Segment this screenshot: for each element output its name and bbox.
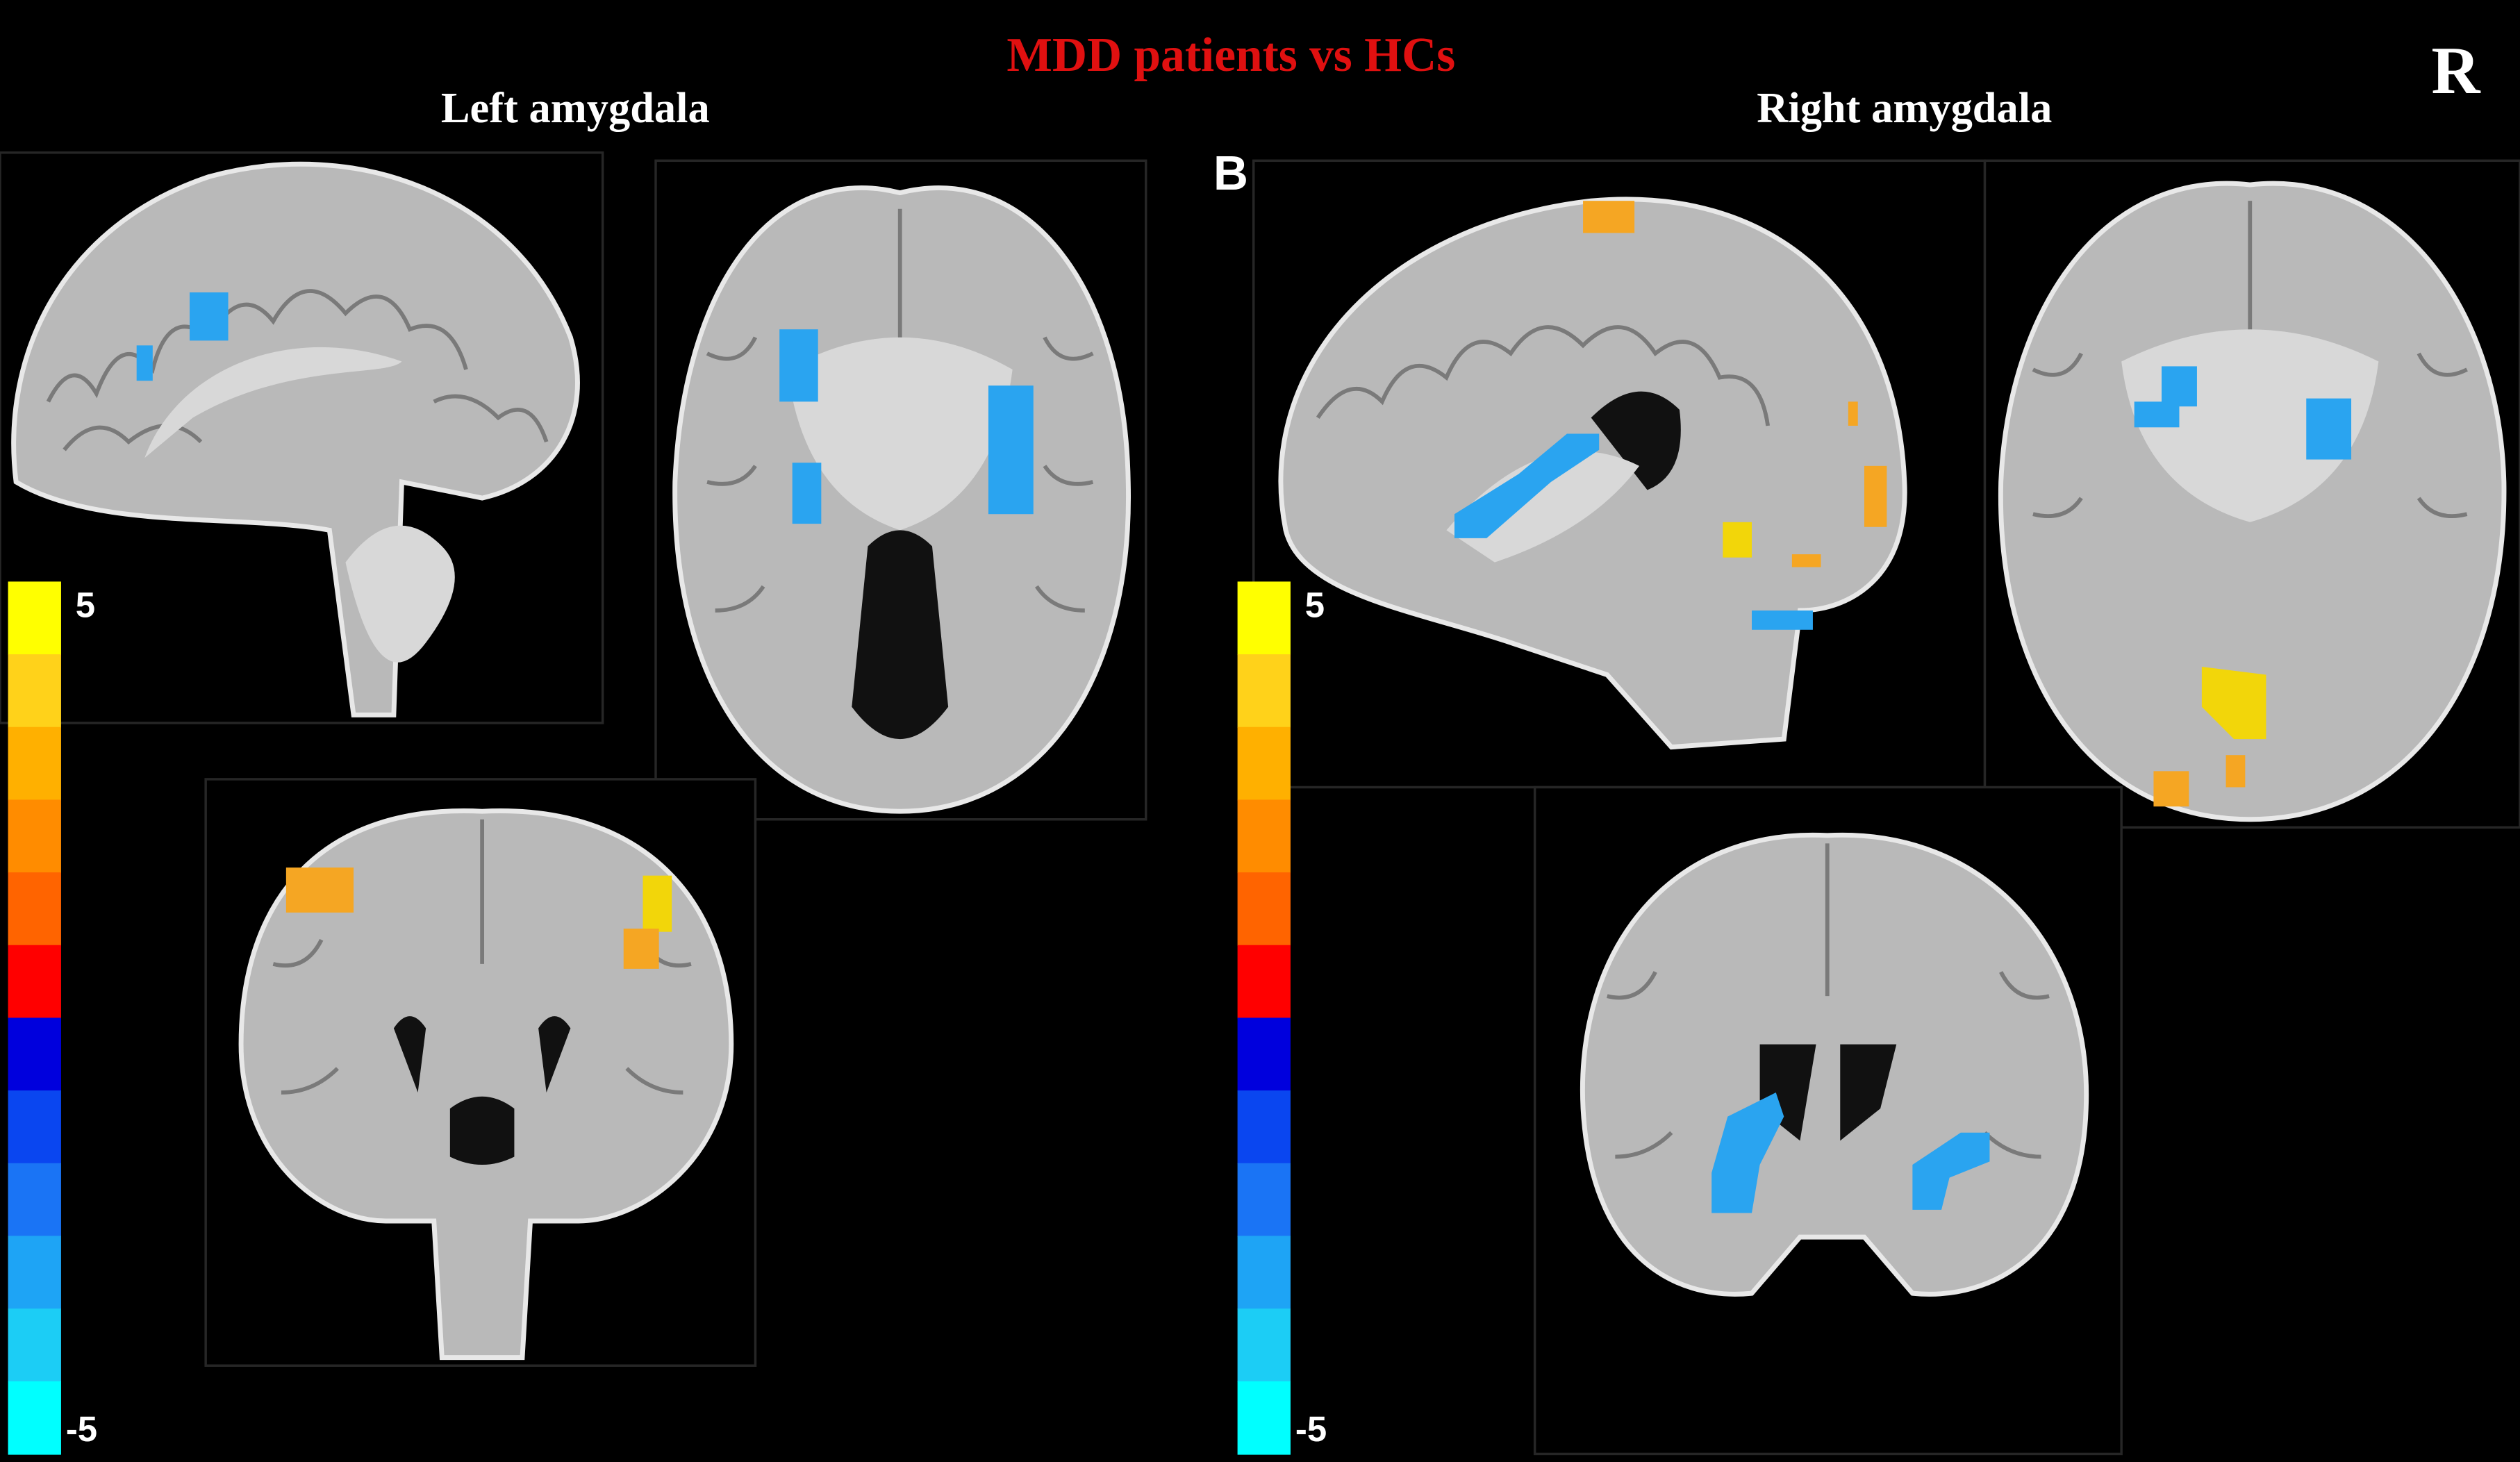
coronal-slice [204,778,757,1367]
colorbar-segment [8,1381,61,1455]
colorbar-segment [8,1017,61,1092]
panel-label: B [1213,146,1248,200]
colorbar-segment [1237,1090,1291,1164]
figure-title: MDD patients vs HCs [1006,28,1455,82]
colorbar-max-label: 5 [76,585,95,624]
colorbar-segment [8,726,61,801]
colorbars: 5 -5 5 -5 [8,581,1327,1455]
axial-slice [654,159,1147,821]
colorbar-segment [1237,1236,1291,1310]
colorbar-segment [8,1090,61,1164]
colorbar-segment [1237,872,1291,946]
panel-title: Left amygdala [441,83,710,132]
colorbar-segment [8,581,61,656]
coronal-slice [1533,786,2123,1456]
colorbar-segment [8,945,61,1019]
colorbar-max-label: 5 [1305,585,1325,624]
colorbar-segment [1237,945,1291,1019]
colorbar-segment [8,1309,61,1382]
colorbar-segment [8,1163,61,1237]
colorbar-segment [8,654,61,728]
colorbar-min-label: -5 [1295,1409,1327,1449]
colorbar-segment [1237,581,1291,656]
orientation-label: R [2431,33,2481,108]
sagittal-slice [1252,159,1987,789]
colorbar-min-label: -5 [66,1409,97,1449]
axial-slice [1983,159,2520,829]
colorbar-segment [8,799,61,874]
colorbar-segment [1237,799,1291,874]
colorbar-segment [1237,654,1291,728]
colorbar-segment [1237,726,1291,801]
sagittal-slice [0,151,604,724]
colorbar-segment [1237,1309,1291,1382]
colorbar-segment [1237,1017,1291,1092]
colorbar-segment [8,1236,61,1310]
colorbar-segment [1237,1381,1291,1455]
colorbar-segment [1237,1163,1291,1237]
colorbar-segment [8,872,61,946]
panel-title: Right amygdala [1757,83,2052,132]
